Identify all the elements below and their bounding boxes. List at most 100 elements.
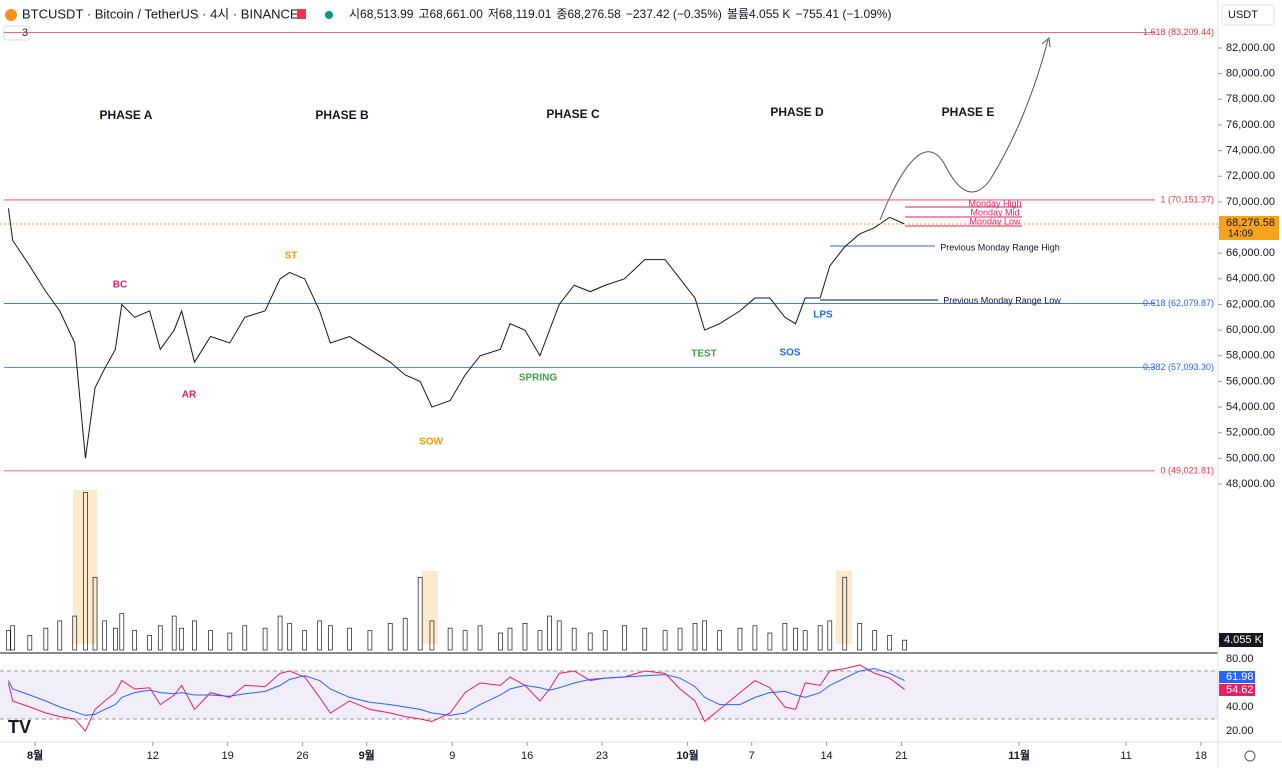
annotation: PHASE B (315, 108, 369, 122)
volume-bar (842, 576, 848, 651)
x-tick-label: 21 (895, 750, 907, 762)
volume-bar (179, 627, 185, 651)
volume-bar (83, 492, 88, 651)
y-tick-label: 78,000.00 (1226, 93, 1275, 105)
volume-bar (10, 625, 16, 651)
volume-bar (387, 622, 393, 651)
volume-bar (327, 625, 333, 651)
countdown: 14:09 (1228, 229, 1253, 240)
volume-bar (902, 639, 907, 651)
x-tick-label: 8월 (27, 748, 43, 762)
y-tick-label: 58,000.00 (1226, 350, 1275, 362)
annotation: AR (182, 390, 197, 401)
volume-bar (417, 576, 423, 651)
volume-bar (793, 627, 798, 651)
annotation: PHASE D (770, 105, 824, 119)
volume-bar (132, 630, 137, 651)
ohlc-value: −237.42 (−0.35%) (626, 7, 722, 21)
volume-bar (857, 622, 863, 651)
y-tick-label: 74,000.00 (1226, 144, 1275, 156)
y-tick-label: 82,000.00 (1226, 42, 1275, 54)
ohlc-value: 시68,513.99 (349, 7, 414, 21)
volume-bar (477, 625, 483, 651)
y-tick-label: 80,000.00 (1226, 68, 1275, 80)
volume-highlight (836, 571, 852, 644)
indicator-count: 3 (22, 27, 28, 39)
ohlc-value: 종68,276.58 (556, 7, 621, 21)
volume-bar (622, 625, 627, 651)
y-tick-label: 48,000.00 (1226, 478, 1275, 490)
annotation: Monday Low (969, 216, 1021, 226)
x-tick-label: 9월 (359, 748, 375, 762)
y-tick-label: 66,000.00 (1226, 247, 1275, 259)
annotation: LPS (813, 310, 833, 321)
y-tick-label: 54,000.00 (1226, 401, 1275, 413)
symbol: BTCUSDT · Bitcoin / TetherUS · 4시 · BINA… (22, 6, 299, 21)
volume-bar (72, 615, 78, 651)
volume-bar (677, 627, 683, 651)
volume-bar (587, 632, 593, 651)
ohlc-value: 고68,661.00 (418, 7, 483, 21)
rsi-tick-label: 20.00 (1226, 725, 1254, 737)
rsi-tick-label: 80.00 (1226, 653, 1254, 665)
volume-bar (429, 620, 435, 651)
volume-bar (642, 627, 648, 651)
y-tick-label: 72,000.00 (1226, 170, 1275, 182)
x-tick-label: 26 (296, 750, 308, 762)
ohlc-value: 볼륨4.055 K (727, 7, 790, 21)
y-tick-label: 64,000.00 (1226, 273, 1275, 285)
annotation: SPRING (519, 373, 558, 384)
volume-bar (717, 630, 722, 651)
volume-bar (262, 627, 268, 651)
annotation: Monday Mid (970, 207, 1019, 217)
x-tick-label: 14 (820, 750, 832, 762)
projection-curve (879, 39, 1049, 221)
fib-label: 0.618 (62,079.87) (1143, 298, 1214, 308)
x-tick-label: 11월 (1008, 748, 1030, 762)
volume-bar (767, 632, 773, 651)
annotation: Previous Monday Range Low (943, 295, 1061, 305)
y-tick-label: 70,000.00 (1226, 196, 1275, 208)
flag-icon[interactable] (297, 9, 306, 19)
projection-arrow (1041, 37, 1051, 48)
annotation: Monday High (968, 198, 1021, 208)
volume-badge (1219, 633, 1263, 647)
volume-bar (119, 613, 125, 651)
volume-bar (242, 625, 248, 651)
volume-bar (43, 627, 49, 651)
fib-label: 0 (49,021.81) (1160, 465, 1214, 475)
currency-button[interactable] (1221, 4, 1275, 26)
volume-bar (802, 630, 808, 651)
volume-bar (887, 635, 893, 651)
x-tick-label: 19 (222, 750, 234, 762)
volume-bar (827, 620, 833, 651)
x-tick-label: 11 (1120, 750, 1131, 762)
annotation: ST (285, 251, 298, 262)
rsi-line (7, 668, 905, 716)
ohlc-value: −755.41 (−1.09%) (795, 7, 891, 21)
settings-icon[interactable] (1244, 750, 1256, 762)
logo: TV (8, 717, 31, 737)
rsi-tick-label: 40.00 (1226, 701, 1254, 713)
annotation: SOW (419, 437, 443, 448)
volume-bar (57, 620, 63, 651)
volume-bar (367, 630, 373, 651)
volume-bar (92, 576, 98, 651)
annotation: Previous Monday Range High (940, 242, 1060, 252)
volume-bar (537, 630, 543, 651)
volume-bar (102, 620, 108, 651)
volume-bar (208, 630, 213, 651)
volume-bar (171, 615, 177, 651)
volume-bar (317, 620, 322, 651)
volume-bar (347, 627, 352, 651)
annotation: BC (113, 280, 127, 291)
volume-bar (602, 630, 608, 651)
annotation: PHASE C (546, 107, 600, 121)
rsi-badge (1219, 671, 1255, 683)
volume-label: 4.055 K (1224, 634, 1263, 646)
indicator-toggle[interactable] (3, 25, 31, 41)
y-tick-label: 56,000.00 (1226, 375, 1275, 387)
x-tick-label: 23 (596, 750, 608, 762)
y-tick-label: 50,000.00 (1226, 452, 1275, 464)
